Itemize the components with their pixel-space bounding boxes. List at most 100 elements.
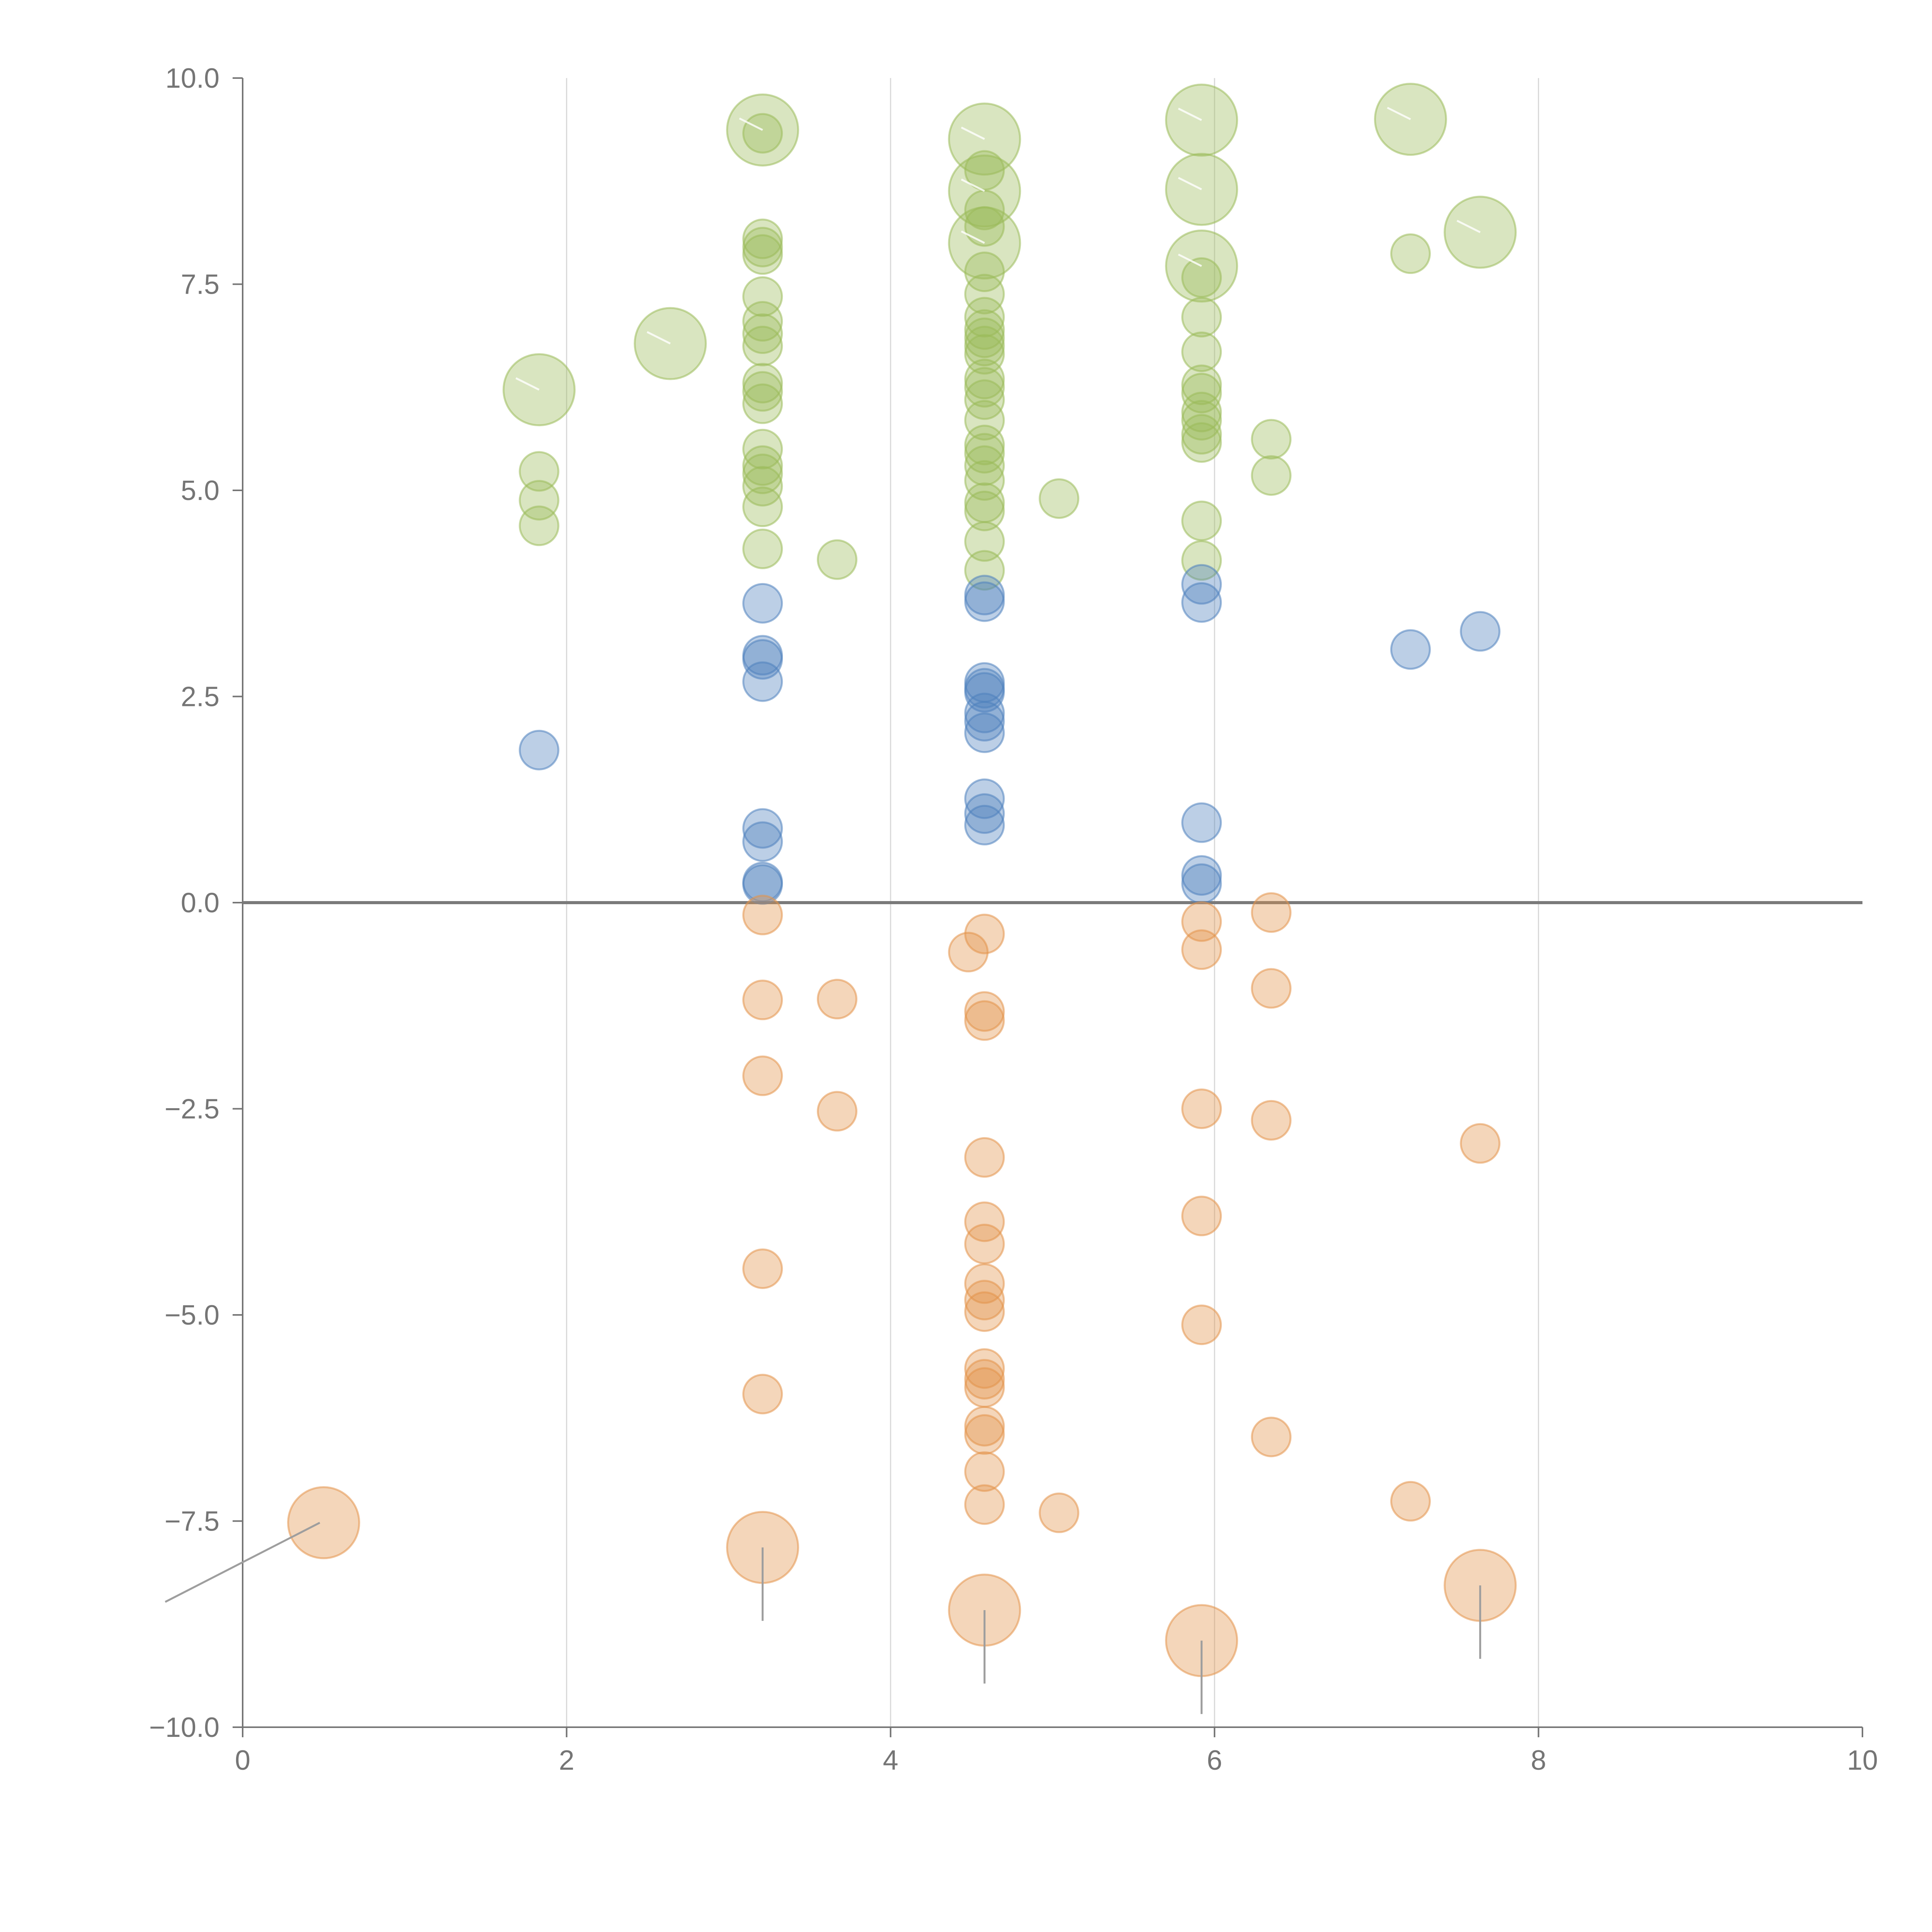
y-tick-label: 5.0 [181,475,219,506]
green-bubble [964,379,1005,420]
green-bubble [964,490,1005,531]
green-bubble [742,486,783,527]
orange-bubble [1039,1492,1080,1533]
blue-bubble [742,661,783,702]
green-bubble [964,425,1005,466]
leader-line [165,1522,320,1603]
green-bubble [964,326,1005,367]
orange-bubble [742,1055,783,1096]
green-bubble [742,301,783,342]
orange-bubble [742,1248,783,1289]
orange-bubble [1181,929,1222,970]
orange-bubble [964,1359,1005,1400]
data-points [287,83,1517,1677]
orange-bubble [964,1414,1005,1455]
orange-bubble [964,1280,1005,1321]
blue-bubble [964,712,1005,753]
blue-bubble [742,583,783,624]
orange-bubble [1181,1196,1222,1236]
green-bubble [964,359,1005,400]
orange-bubble [964,913,1005,954]
blue-bubble [1181,582,1222,623]
x-tick-label: 2 [559,1745,574,1776]
blue-bubble [964,672,1005,713]
orange-bubble [1390,1481,1431,1522]
green-bubble [964,521,1005,562]
green-bubble [742,371,783,412]
green-bubble [519,505,560,546]
green-bubble [964,367,1005,408]
green-bubble [1181,331,1222,372]
blue-bubble [964,581,1005,622]
leader-line [739,117,763,131]
blue-bubble [742,808,783,849]
green-bubble [1390,233,1431,274]
green-bubble [1181,400,1222,441]
orange-bubble [1460,1123,1501,1164]
green-bubble [964,317,1005,358]
orange-bubble [964,1406,1005,1447]
axes [233,77,1863,1737]
blue-bubble [1181,863,1222,904]
green-bubble [964,251,1005,292]
green-bubble [742,326,783,367]
orange-bubble [1251,1417,1292,1458]
green-bubble [1181,391,1222,432]
orange-bubble [964,1201,1005,1242]
leader-line [1178,253,1202,267]
blue-bubble [964,701,1005,742]
x-tick-label: 6 [1207,1745,1222,1776]
green-bubble [742,453,783,494]
orange-bubble [1181,901,1222,942]
green-bubble [964,400,1005,441]
orange-bubble [964,1137,1005,1178]
green-bubble [1181,414,1222,455]
green-bubble [519,451,560,492]
green-bubble [742,429,783,469]
green-bubble [1251,455,1292,496]
x-tick-label: 4 [883,1745,898,1776]
y-tick-label: 7.5 [181,269,219,300]
green-bubble [816,539,857,580]
blue-bubble [1181,802,1222,843]
y-tick-label: −7.5 [165,1506,219,1537]
blue-bubble [964,793,1005,834]
orange-bubble [742,980,783,1020]
orange-bubble [964,1263,1005,1304]
green-bubble [742,113,783,154]
green-bubble [964,274,1005,315]
orange-bubble [1251,892,1292,933]
orange-bubble [964,1451,1005,1492]
green-bubble [1181,540,1222,581]
green-bubble [742,313,783,354]
leader-line [646,331,671,345]
green-bubble [742,234,783,275]
blue-bubble [1460,611,1501,652]
leader-line [1456,219,1481,233]
green-bubble [964,550,1005,591]
green-bubble [964,460,1005,501]
orange-bubble [816,979,857,1020]
green-bubble [964,445,1005,486]
green-bubble [964,334,1005,375]
green-bubble [964,297,1005,338]
green-bubble [964,309,1005,350]
x-tick-label: 8 [1531,1745,1546,1776]
leader-line [1178,107,1202,121]
orange-bubble [816,1091,857,1132]
green-bubble [742,445,783,486]
blue-bubble [1181,855,1222,896]
green-bubble [742,218,783,259]
orange-bubble [964,1484,1005,1525]
leader-line [1178,177,1202,190]
orange-bubble [1251,1100,1292,1141]
green-bubble [1181,500,1222,541]
x-tick-label: 10 [1847,1745,1878,1776]
leader-lines [165,107,1481,1714]
green-bubble [1181,297,1222,338]
blue-bubble [742,639,783,680]
blue-bubble [519,730,560,770]
green-bubble [1181,257,1222,298]
leader-line [961,179,985,192]
leader-line [515,377,540,391]
